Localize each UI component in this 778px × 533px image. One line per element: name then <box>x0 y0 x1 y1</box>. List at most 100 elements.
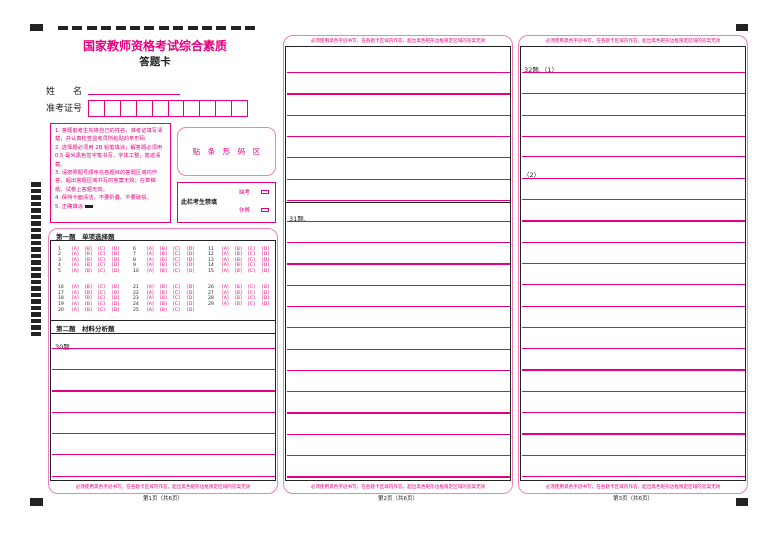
answer-line[interactable] <box>287 72 510 74</box>
choice-option[interactable]: [B] <box>160 247 167 252</box>
id-digit-box[interactable] <box>169 101 185 116</box>
choice-option[interactable]: [A] <box>147 258 154 263</box>
choice-option[interactable]: [B] <box>235 247 242 252</box>
choice-option[interactable]: [C] <box>173 263 180 268</box>
id-digit-box[interactable] <box>232 101 247 116</box>
answer-line[interactable] <box>287 369 510 372</box>
answer-line[interactable] <box>52 369 275 371</box>
choice-option[interactable]: [A] <box>147 285 154 290</box>
choice-option[interactable]: [C] <box>98 247 105 252</box>
choice-option[interactable]: [C] <box>248 258 255 263</box>
choice-option[interactable]: [C] <box>248 263 255 268</box>
choice-option[interactable]: [D] <box>262 296 270 301</box>
choice-option[interactable]: [A] <box>147 247 154 252</box>
choice-option[interactable]: [D] <box>187 302 195 307</box>
choice-option[interactable]: [D] <box>112 247 120 252</box>
choice-option[interactable]: [D] <box>262 285 270 290</box>
choice-option[interactable]: [A] <box>222 258 229 263</box>
answer-line[interactable] <box>522 156 745 158</box>
choice-option[interactable]: [A] <box>72 285 79 290</box>
answer-line[interactable] <box>522 136 745 138</box>
choice-option[interactable]: [B] <box>160 308 167 313</box>
answer-line[interactable] <box>287 348 510 350</box>
answer-line[interactable] <box>522 348 745 350</box>
choice-option[interactable]: [B] <box>85 269 92 274</box>
choice-option[interactable]: [D] <box>187 269 195 274</box>
choice-option[interactable]: [D] <box>187 296 195 301</box>
answer-line[interactable] <box>522 72 745 74</box>
answer-line[interactable] <box>522 369 745 371</box>
answer-line[interactable] <box>52 475 275 477</box>
choice-option[interactable]: [A] <box>72 308 79 313</box>
answer-line[interactable] <box>287 476 510 478</box>
choice-option[interactable]: [B] <box>235 302 242 307</box>
choice-option[interactable]: [C] <box>98 296 105 301</box>
choice-option[interactable]: [D] <box>262 263 270 268</box>
choice-option[interactable]: [C] <box>173 302 180 307</box>
choice-option[interactable]: [B] <box>160 263 167 268</box>
id-digit-box[interactable] <box>137 101 153 116</box>
answer-line[interactable] <box>287 178 510 180</box>
choice-option[interactable]: [D] <box>187 252 195 257</box>
choice-option[interactable]: [B] <box>160 291 167 296</box>
answer-line[interactable] <box>522 433 745 435</box>
answer-line[interactable] <box>287 412 510 414</box>
choice-option[interactable]: [D] <box>112 308 120 313</box>
choice-option[interactable]: [B] <box>160 285 167 290</box>
choice-option[interactable]: [D] <box>262 269 270 274</box>
choice-option[interactable]: [B] <box>160 252 167 257</box>
id-digit-box[interactable] <box>121 101 137 116</box>
absent-checkbox[interactable] <box>261 190 269 194</box>
id-digit-box[interactable] <box>184 101 201 116</box>
choice-option[interactable]: [A] <box>222 291 229 296</box>
answer-line[interactable] <box>287 391 510 393</box>
choice-option[interactable]: [A] <box>222 269 229 274</box>
answer-line[interactable] <box>522 262 745 265</box>
answer-line[interactable] <box>52 390 275 392</box>
choice-option[interactable]: [D] <box>112 263 120 268</box>
choice-option[interactable]: [D] <box>112 252 120 257</box>
answer-line[interactable] <box>287 221 510 223</box>
choice-option[interactable]: [D] <box>187 285 195 290</box>
choice-option[interactable]: [A] <box>222 296 229 301</box>
id-digit-box[interactable] <box>153 101 169 116</box>
answer-line[interactable] <box>287 157 510 159</box>
choice-option[interactable]: [A] <box>222 263 229 268</box>
choice-option[interactable]: [B] <box>235 296 242 301</box>
answer-line[interactable] <box>522 241 745 243</box>
choice-option[interactable]: [D] <box>112 296 120 301</box>
choice-option[interactable]: [D] <box>187 308 195 313</box>
answer-line[interactable] <box>287 305 510 308</box>
choice-option[interactable]: [B] <box>85 308 92 313</box>
choice-option[interactable]: [B] <box>235 285 242 290</box>
answer-line[interactable] <box>522 305 745 307</box>
answer-line[interactable] <box>52 454 275 456</box>
answer-line[interactable] <box>287 93 510 95</box>
id-digit-box[interactable] <box>200 101 217 116</box>
choice-option[interactable]: [D] <box>112 285 120 290</box>
answer-line[interactable] <box>522 115 745 117</box>
choice-option[interactable]: [A] <box>147 269 154 274</box>
choice-option[interactable]: [B] <box>235 258 242 263</box>
choice-option[interactable]: [D] <box>112 302 120 307</box>
choice-option[interactable]: [C] <box>98 302 105 307</box>
choice-option[interactable]: [C] <box>98 308 105 313</box>
choice-option[interactable]: [C] <box>248 302 255 307</box>
choice-option[interactable]: [A] <box>147 263 154 268</box>
choice-option[interactable]: [A] <box>72 296 79 301</box>
choice-option[interactable]: [A] <box>72 252 79 257</box>
choice-option[interactable]: [A] <box>222 285 229 290</box>
answer-line[interactable] <box>287 114 510 116</box>
answer-line[interactable] <box>522 178 745 180</box>
choice-option[interactable]: [C] <box>248 269 255 274</box>
choice-option[interactable]: [C] <box>98 285 105 290</box>
answer-line[interactable] <box>287 327 510 329</box>
choice-option[interactable]: [A] <box>72 263 79 268</box>
choice-option[interactable]: [B] <box>85 296 92 301</box>
answer-line[interactable] <box>287 135 510 138</box>
choice-option[interactable]: [A] <box>147 302 154 307</box>
choice-option[interactable]: [D] <box>187 263 195 268</box>
answer-line[interactable] <box>522 220 745 222</box>
answer-line[interactable] <box>522 326 745 329</box>
choice-option[interactable]: [D] <box>262 258 270 263</box>
